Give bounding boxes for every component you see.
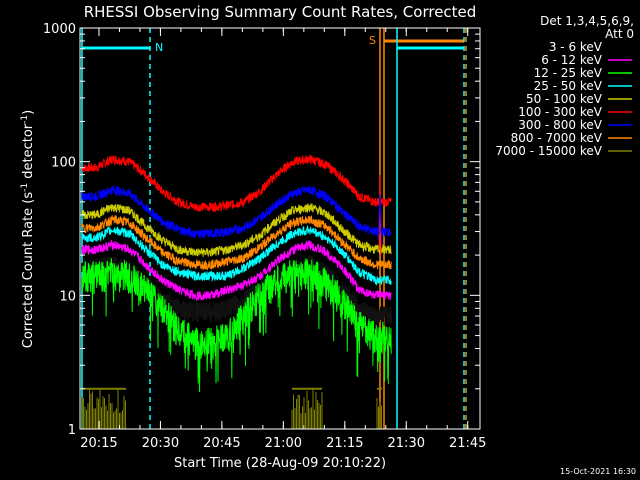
legend-entry-label: 6 - 12 keV: [541, 53, 603, 67]
series-layer: [81, 154, 392, 393]
blue-spike: [377, 194, 383, 246]
legend-header-line1: Det 1,3,4,5,6,9,: [540, 14, 634, 28]
legend-entry-label: 25 - 50 keV: [534, 79, 603, 93]
x-axis-ticks: 20:15 20:30 20:45 21:00 21:15 21:30 21:45: [80, 28, 486, 451]
legend-entry-label: 800 - 7000 keV: [511, 131, 603, 145]
y-tick-label: 100: [51, 156, 76, 171]
legend-entry-label: 7000 - 15000 keV: [495, 144, 602, 158]
series-line: [81, 225, 392, 286]
x-tick-label: 20:30: [142, 436, 179, 451]
annotation-n: N: [155, 41, 163, 54]
series-line: [81, 203, 392, 258]
red-spike: [378, 174, 382, 256]
x-tick-label: 20:15: [80, 436, 117, 451]
legend-entry-label: 3 - 6 keV: [549, 40, 603, 54]
noise-burst-layer: [81, 387, 382, 429]
legend-entry-label: 12 - 25 keV: [534, 66, 603, 80]
series-line: [81, 257, 392, 393]
series-line: [81, 255, 392, 327]
annotation-lines: NS: [81, 28, 467, 429]
series-line: [81, 214, 392, 271]
x-tick-label: 21:00: [265, 436, 302, 451]
y-tick-label: 1: [68, 423, 76, 438]
legend-entry-label: 100 - 300 keV: [518, 105, 602, 119]
axes: [79, 27, 481, 430]
y-axis-label: Corrected Count Rate (s-1 detector-1): [20, 110, 36, 348]
plot-frame: [79, 27, 481, 430]
legend-header-line2: Att 0: [605, 27, 634, 41]
y-tick-label: 1000: [43, 22, 76, 37]
y-tick-label: 10: [59, 289, 76, 304]
series-line: [81, 184, 392, 239]
series-line: [81, 154, 392, 213]
legend-entry-label: 300 - 800 keV: [518, 118, 602, 132]
annotation-s: S: [369, 34, 376, 47]
footer-timestamp: 15-Oct-2021 16:30: [560, 467, 636, 476]
x-tick-label: 20:45: [203, 436, 240, 451]
x-tick-label: 21:15: [326, 436, 363, 451]
legend-entry-label: 50 - 100 keV: [526, 92, 603, 106]
series-line: [81, 239, 392, 302]
x-tick-label: 21:30: [388, 436, 425, 451]
chart-title: RHESSI Observing Summary Count Rates, Co…: [84, 3, 477, 21]
x-tick-label: 21:45: [449, 436, 486, 451]
y-axis-ticks: 1 10 100 1000: [43, 22, 480, 438]
x-axis-label: Start Time (28-Aug-09 20:10:22): [174, 456, 386, 471]
